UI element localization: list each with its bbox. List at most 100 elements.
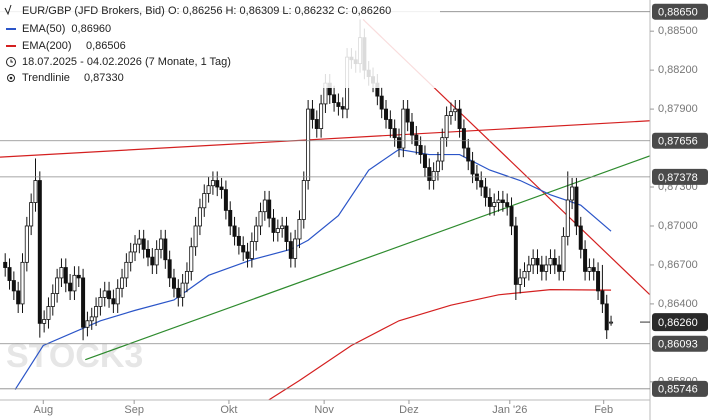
candle-body <box>310 108 315 120</box>
candle-body <box>219 186 224 191</box>
level-box <box>652 335 708 352</box>
candle-body <box>388 119 393 129</box>
y-tick-label: 0,87000 <box>658 220 698 232</box>
candle-body <box>128 251 133 263</box>
candle-body <box>392 128 397 139</box>
candle-body <box>29 202 34 227</box>
level-box <box>652 3 708 20</box>
candle-body <box>180 282 185 298</box>
x-tick-label: Dez <box>399 404 419 416</box>
level-label: 0,88650 <box>658 7 698 19</box>
candle-body <box>578 225 583 250</box>
candle-body <box>141 238 146 250</box>
candle-body <box>301 180 306 220</box>
x-tick-label: Jan '26 <box>492 404 527 416</box>
y-tick-label: 0,88200 <box>658 64 698 76</box>
candle-body <box>284 225 289 242</box>
candle-body <box>50 293 55 307</box>
candle-body <box>42 319 47 324</box>
candle-body <box>479 180 484 188</box>
candle-body <box>111 298 116 305</box>
candle-body <box>414 134 419 146</box>
candle-body <box>46 306 51 320</box>
trendline <box>0 120 650 158</box>
candle-body <box>223 189 228 211</box>
candle-body <box>275 228 280 233</box>
candle-body <box>319 103 324 129</box>
candle-body <box>401 108 406 149</box>
candle-body <box>158 238 163 250</box>
candle-body <box>271 217 276 233</box>
legend: EUR/GBP (JFD Brokers, Bid) O: 0,86256 H:… <box>0 0 440 88</box>
candle-body <box>600 290 605 305</box>
candle-body <box>314 119 319 129</box>
legend-icon <box>4 4 12 16</box>
candle-body <box>513 225 518 285</box>
last-price-label: 0,86260 <box>658 317 698 329</box>
candle-body <box>98 297 103 307</box>
candle-body <box>85 320 90 328</box>
candle-body <box>466 147 471 162</box>
legend-bg <box>0 0 440 88</box>
candle-body <box>120 277 125 289</box>
y-tick-label: 0,88500 <box>658 25 698 37</box>
candle-body <box>557 264 562 272</box>
candle-body <box>418 145 423 155</box>
candle-body <box>604 303 609 331</box>
candle-body <box>552 258 557 266</box>
candle-body <box>167 259 172 279</box>
candle-body <box>487 197 492 207</box>
candle-body <box>496 199 501 203</box>
legend-icon <box>6 57 16 67</box>
candle-body <box>16 290 21 305</box>
legend-icon <box>9 76 13 80</box>
candle-body <box>470 160 475 175</box>
candle-body <box>444 115 449 139</box>
legend-title: EUR/GBP (JFD Brokers, Bid) <box>22 5 165 17</box>
candle-body <box>206 185 211 194</box>
candle-body <box>440 137 445 162</box>
candle-body <box>483 186 488 198</box>
legend-icon <box>10 59 13 63</box>
trendline <box>85 155 650 361</box>
candle-body <box>384 108 389 120</box>
candle-body <box>306 108 311 181</box>
candle-body <box>526 264 531 272</box>
candle-body <box>405 108 410 123</box>
candle-body <box>7 267 12 281</box>
candle-body <box>63 267 68 284</box>
candle-body <box>574 186 579 227</box>
candle-body <box>262 199 267 213</box>
candle-body <box>505 202 510 207</box>
candle-body <box>500 199 505 203</box>
candle-body <box>379 95 384 110</box>
candle-body <box>236 235 241 246</box>
legend-value: 0,86506 <box>86 40 126 52</box>
legend-value: 0,87330 <box>84 72 124 84</box>
candle-body <box>68 282 73 292</box>
level-label: 0,86093 <box>658 339 698 351</box>
candle-body <box>89 316 94 322</box>
candle-body <box>107 290 112 300</box>
legend-range: 18.07.2025 - 04.02.2026 (7 Monate, 1 Tag… <box>22 56 231 68</box>
candle-body <box>232 225 237 237</box>
candle-body <box>518 277 523 285</box>
y-tick-label: 0,86700 <box>658 259 698 271</box>
x-tick-label: Okt <box>220 404 237 416</box>
candle-body <box>409 121 414 136</box>
candle-body <box>33 180 38 203</box>
candle-body <box>422 154 427 168</box>
candle-body <box>531 258 536 266</box>
candle-body <box>492 202 497 207</box>
candle-body <box>561 235 566 272</box>
candle-body <box>137 238 142 245</box>
candle-body <box>293 238 298 259</box>
candle-body <box>189 246 194 272</box>
candle-body <box>267 199 272 219</box>
candle-body <box>184 271 189 284</box>
candle-body <box>146 248 151 258</box>
candle-body <box>509 206 514 227</box>
candle-body <box>81 277 86 328</box>
x-tick-label: Sep <box>124 404 144 416</box>
